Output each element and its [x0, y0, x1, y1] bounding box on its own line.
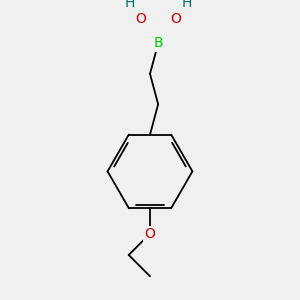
- Text: H: H: [181, 0, 192, 10]
- Text: O: O: [135, 12, 146, 26]
- Text: B: B: [153, 36, 163, 50]
- Text: O: O: [145, 227, 155, 241]
- Text: H: H: [125, 0, 135, 10]
- Text: O: O: [170, 12, 181, 26]
